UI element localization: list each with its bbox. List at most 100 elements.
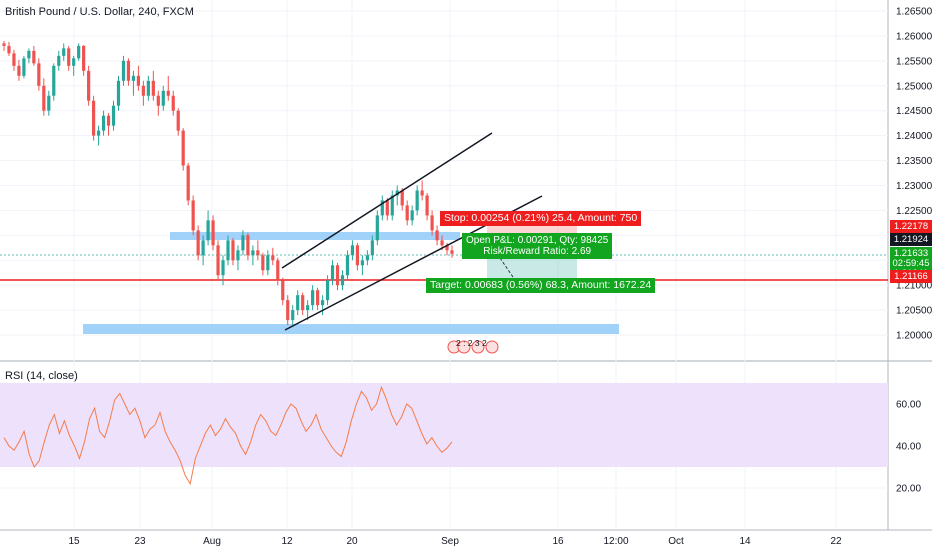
price-tick-label[interactable]: 1.25000 bbox=[896, 81, 932, 92]
candle-body[interactable] bbox=[126, 60, 131, 81]
time-tick-label[interactable]: Sep bbox=[441, 536, 459, 547]
candle-body[interactable] bbox=[385, 200, 389, 216]
time-tick-label[interactable]: 20 bbox=[346, 536, 358, 547]
candle-body[interactable] bbox=[316, 290, 320, 306]
candle-body[interactable] bbox=[271, 255, 275, 261]
candle-body[interactable] bbox=[266, 255, 270, 271]
candle-body[interactable] bbox=[181, 130, 185, 166]
candle-body[interactable] bbox=[370, 240, 374, 256]
time-axis-ticks[interactable]: 15 23 Aug 12 20 Sep 16 12:00 Oct 14 22 bbox=[68, 536, 842, 547]
price-axis-label[interactable]: 1.21166 bbox=[890, 270, 932, 284]
event-marker[interactable] bbox=[485, 340, 499, 354]
candle-body[interactable] bbox=[156, 95, 160, 106]
event-marker[interactable] bbox=[471, 340, 485, 354]
price-tick-label[interactable]: 1.22500 bbox=[896, 206, 932, 217]
candle-body[interactable] bbox=[226, 240, 230, 261]
candle-body[interactable] bbox=[390, 195, 394, 216]
candle-body[interactable] bbox=[131, 75, 136, 81]
candle-body[interactable] bbox=[291, 310, 295, 321]
event-markers[interactable] bbox=[447, 340, 499, 354]
candle-body[interactable] bbox=[350, 245, 355, 256]
candle-body[interactable] bbox=[405, 205, 409, 221]
candle-body[interactable] bbox=[325, 280, 330, 301]
price-axis-label[interactable]: 1.22178 bbox=[890, 219, 932, 233]
candle-body[interactable] bbox=[301, 295, 305, 311]
candle-body[interactable] bbox=[72, 58, 76, 66]
target-label[interactable]: Target: 0.00683 (0.56%) 68.3, Amount: 16… bbox=[426, 278, 656, 293]
candle-body[interactable] bbox=[92, 100, 96, 136]
candle-body[interactable] bbox=[96, 130, 101, 136]
time-tick-label[interactable]: 12:00 bbox=[603, 536, 628, 547]
price-tick-label[interactable]: 1.23500 bbox=[896, 156, 932, 167]
candle-body[interactable] bbox=[151, 80, 155, 96]
price-tick-label[interactable]: 1.21000 bbox=[896, 281, 932, 292]
candle-body[interactable] bbox=[52, 65, 56, 96]
candle-body[interactable] bbox=[241, 235, 245, 251]
candle-body[interactable] bbox=[111, 105, 116, 126]
time-tick-label[interactable]: Oct bbox=[668, 536, 684, 547]
candle-body[interactable] bbox=[306, 305, 310, 311]
candle-body[interactable] bbox=[345, 255, 350, 276]
candle-body[interactable] bbox=[365, 255, 369, 261]
candle-body[interactable] bbox=[57, 55, 61, 66]
candle-body[interactable] bbox=[410, 210, 414, 221]
price-tick-label[interactable]: 1.24500 bbox=[896, 106, 932, 117]
candle-body[interactable] bbox=[27, 50, 31, 59]
rsi-axis-ticks[interactable]: 60.00 40.00 20.00 bbox=[896, 400, 921, 495]
time-tick-label[interactable]: 22 bbox=[830, 536, 842, 547]
candle-body[interactable] bbox=[256, 250, 260, 256]
candle-body[interactable] bbox=[17, 65, 21, 76]
candle-body[interactable] bbox=[440, 240, 444, 246]
candle-body[interactable] bbox=[236, 250, 240, 261]
candle-body[interactable] bbox=[42, 85, 46, 111]
candle-body[interactable] bbox=[166, 90, 170, 96]
candle-body[interactable] bbox=[296, 295, 300, 311]
candle-body[interactable] bbox=[425, 195, 429, 216]
candle-body[interactable] bbox=[186, 165, 190, 201]
price-tick-label[interactable]: 1.20500 bbox=[896, 306, 932, 317]
candle-body[interactable] bbox=[47, 95, 51, 111]
time-tick-label[interactable]: 15 bbox=[68, 536, 80, 547]
price-axis-ticks[interactable]: 1.26500 1.26000 1.25500 1.25000 1.24500 1.240… bbox=[896, 6, 932, 341]
candle-body[interactable] bbox=[82, 45, 86, 71]
candle-body[interactable] bbox=[251, 250, 255, 256]
candle-body[interactable] bbox=[37, 63, 41, 86]
rsi-title[interactable]: RSI (14, close) bbox=[5, 370, 78, 382]
channel-upper-line[interactable] bbox=[281, 132, 493, 269]
candle-body[interactable] bbox=[340, 275, 345, 286]
time-tick-label[interactable]: 16 bbox=[552, 536, 564, 547]
candle-body[interactable] bbox=[87, 70, 91, 101]
candle-body[interactable] bbox=[7, 45, 11, 54]
candle-body[interactable] bbox=[311, 290, 315, 306]
price-tick-label[interactable]: 1.23000 bbox=[896, 181, 932, 192]
candle-body[interactable] bbox=[121, 60, 126, 81]
symbol-title[interactable]: British Pound / U.S. Dollar, 240, FXCM bbox=[5, 6, 194, 18]
candle-body[interactable] bbox=[246, 235, 250, 256]
candle-body[interactable] bbox=[355, 245, 360, 266]
candle-body[interactable] bbox=[330, 265, 335, 281]
candle-body[interactable] bbox=[141, 85, 145, 96]
candle-body[interactable] bbox=[261, 255, 265, 271]
candle-body[interactable] bbox=[216, 245, 220, 276]
candle-body[interactable] bbox=[231, 240, 235, 261]
candle-body[interactable] bbox=[146, 80, 150, 96]
price-axis-label[interactable]: 1.21633 bbox=[890, 247, 932, 261]
candle-body[interactable] bbox=[32, 50, 36, 64]
support-zone[interactable] bbox=[83, 324, 619, 334]
candle-body[interactable] bbox=[415, 190, 419, 211]
candle-body[interactable] bbox=[435, 230, 439, 241]
candle-body[interactable] bbox=[161, 90, 165, 106]
candle-body[interactable] bbox=[22, 58, 26, 76]
candle-body[interactable] bbox=[206, 220, 210, 241]
candles[interactable] bbox=[2, 40, 454, 326]
candle-body[interactable] bbox=[430, 215, 434, 231]
price-axis-label[interactable]: 1.21924 bbox=[890, 232, 932, 246]
candle-body[interactable] bbox=[221, 260, 225, 276]
rsi-tick-label[interactable]: 60.00 bbox=[896, 400, 921, 411]
candle-body[interactable] bbox=[106, 115, 111, 126]
candle-body[interactable] bbox=[62, 48, 66, 56]
candle-body[interactable] bbox=[211, 220, 215, 246]
candle-body[interactable] bbox=[136, 75, 140, 86]
candle-body[interactable] bbox=[276, 260, 280, 281]
